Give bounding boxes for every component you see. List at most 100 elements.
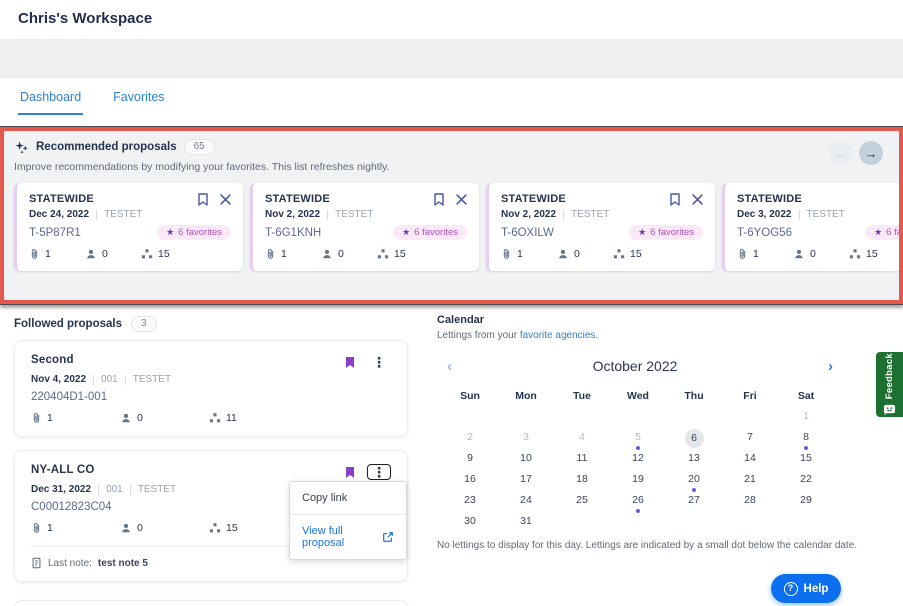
recommended-proposal-card[interactable]: STATEWIDE Dec 3, 2022 TESTET T-6YOG56 ★ …	[722, 183, 899, 271]
close-icon[interactable]	[456, 194, 467, 205]
bookmark-icon[interactable]	[433, 193, 445, 206]
calendar-day[interactable]	[666, 408, 722, 429]
calendar-day[interactable]	[610, 513, 666, 534]
menu-item-view-full-proposal[interactable]: View full proposal	[290, 514, 406, 559]
calendar-day[interactable]: 13	[688, 452, 700, 464]
calendar-day[interactable]: 28	[744, 494, 756, 506]
people-count: 0	[85, 248, 141, 260]
calendar-day[interactable]	[554, 513, 610, 534]
recommended-title: Recommended proposals	[36, 141, 177, 153]
kebab-menu-icon[interactable]: ⋮	[372, 354, 386, 370]
calendar-day[interactable]	[722, 513, 778, 534]
proposal-agency: TESTET	[104, 209, 143, 220]
proposal-agency: TESTET	[137, 484, 177, 495]
bookmark-filled-icon[interactable]	[344, 466, 356, 479]
calendar-day[interactable]: 19	[632, 473, 644, 485]
calendar-day[interactable]: 3	[523, 431, 529, 443]
prev-month-chevron-icon[interactable]: ‹	[447, 358, 452, 375]
calendar-day[interactable]: 10	[520, 452, 532, 464]
calendar-day[interactable]	[610, 408, 666, 429]
toolbar-band	[0, 39, 903, 78]
calendar-day[interactable]	[666, 513, 722, 534]
calendar-day[interactable]: 17	[520, 473, 532, 485]
calendar-day[interactable]: 20	[666, 471, 722, 492]
calendar-day[interactable]: 16	[464, 473, 476, 485]
calendar-day[interactable]: 12	[632, 452, 644, 464]
calendar-grid: 1 2 3 4 5 6 7 8 9 10 11 12 13 14 15	[442, 408, 834, 534]
hierarchy-icon	[209, 523, 221, 533]
note-label: Last note:	[48, 557, 92, 569]
tab-dashboard[interactable]: Dashboard	[18, 90, 84, 115]
proposal-code: 220404D1-001	[31, 391, 108, 403]
calendar-weekday-row: Sun Mon Tue Wed Thu Fri Sat	[442, 390, 834, 402]
attachments-count: 1	[31, 412, 120, 424]
favorite-agencies-link[interactable]: favorite agencies.	[519, 330, 599, 341]
feedback-label: Feedback	[884, 352, 895, 400]
calendar-day[interactable]: 22	[800, 473, 812, 485]
star-icon: ★	[638, 227, 647, 237]
calendar-day[interactable]: 4	[579, 431, 585, 443]
divider	[563, 209, 565, 220]
tab-bar: Dashboard Favorites	[18, 90, 167, 115]
calendar-day[interactable]	[554, 408, 610, 429]
recommended-proposal-card[interactable]: STATEWIDE Nov 2, 2022 TESTET T-6OXILW ★ …	[486, 183, 715, 271]
last-note-row: Last note: test note 5	[31, 546, 391, 569]
recommended-cards-row: STATEWIDE Dec 24, 2022 TESTET T-5P87R1 ★…	[14, 183, 899, 271]
calendar-day[interactable]	[722, 408, 778, 429]
calendar-day[interactable]: 9	[467, 452, 473, 464]
calendar-day[interactable]: 15	[800, 452, 812, 464]
network-count: 15	[377, 248, 433, 260]
calendar-day[interactable]: 5	[610, 429, 666, 450]
calendar-day[interactable]: 31	[520, 515, 532, 527]
calendar-day[interactable]: 25	[576, 494, 588, 506]
calendar-day[interactable]: 7	[747, 431, 753, 443]
calendar-day[interactable]: 11	[576, 452, 588, 464]
calendar-day[interactable]	[778, 513, 834, 534]
divider	[129, 484, 131, 495]
tab-favorites[interactable]: Favorites	[113, 90, 165, 104]
network-count: 11	[209, 412, 298, 424]
calendar-day[interactable]: 23	[464, 494, 476, 506]
help-button[interactable]: ? Help	[771, 574, 841, 603]
next-month-chevron-icon[interactable]: ›	[828, 358, 833, 375]
calendar-day[interactable]: 30	[464, 515, 476, 527]
next-card-edge	[14, 600, 408, 606]
calendar-day[interactable]: 2	[467, 431, 473, 443]
recommended-proposals-section: Recommended proposals 65 ← → Improve rec…	[0, 126, 903, 305]
calendar-day[interactable]	[442, 408, 498, 429]
calendar-day[interactable]: 26	[610, 492, 666, 513]
weekday-header: Fri	[743, 390, 757, 402]
calendar-day[interactable]: 29	[800, 494, 812, 506]
followed-proposal-card[interactable]: Second ⋮ Nov 4, 2022 001 TESTET 220404D1…	[14, 340, 408, 437]
feedback-button[interactable]: Feedback	[876, 352, 903, 417]
calendar-panel: Calendar Lettings from your favorite age…	[437, 314, 889, 534]
calendar-day[interactable]: 18	[576, 473, 588, 485]
recommended-proposal-card[interactable]: STATEWIDE Nov 2, 2022 TESTET T-6G1KNH ★ …	[250, 183, 479, 271]
followed-title: Followed proposals	[14, 318, 122, 330]
person-icon	[795, 249, 803, 259]
recommended-proposal-card[interactable]: STATEWIDE Dec 24, 2022 TESTET T-5P87R1 ★…	[14, 183, 243, 271]
favorites-badge: ★ 6 favorites	[629, 225, 703, 240]
carousel-prev-button[interactable]: ←	[829, 141, 853, 165]
bookmark-filled-icon[interactable]	[344, 356, 356, 369]
calendar-day[interactable]: 1	[803, 410, 809, 422]
bookmark-icon[interactable]	[669, 193, 681, 206]
calendar-day[interactable]: 27	[688, 494, 700, 506]
calendar-day[interactable]: 8	[778, 429, 834, 450]
carousel-next-button[interactable]: →	[859, 141, 883, 165]
star-icon: ★	[166, 227, 175, 237]
calendar-day[interactable]	[498, 408, 554, 429]
calendar-day[interactable]: 24	[520, 494, 532, 506]
arrow-left-icon: ←	[834, 145, 848, 161]
kebab-menu-icon[interactable]: ⋮	[367, 464, 391, 480]
bookmark-icon[interactable]	[197, 193, 209, 206]
carousel-arrows: ← →	[829, 141, 883, 165]
close-icon[interactable]	[220, 194, 231, 205]
calendar-day[interactable]: 14	[744, 452, 756, 464]
menu-item-copy-link[interactable]: Copy link	[302, 492, 348, 504]
calendar-day[interactable]: 21	[744, 473, 756, 485]
close-icon[interactable]	[692, 194, 703, 205]
external-link-icon	[382, 531, 394, 543]
calendar-day[interactable]: 6	[666, 429, 722, 450]
recommended-count-badge: 65	[183, 139, 215, 155]
